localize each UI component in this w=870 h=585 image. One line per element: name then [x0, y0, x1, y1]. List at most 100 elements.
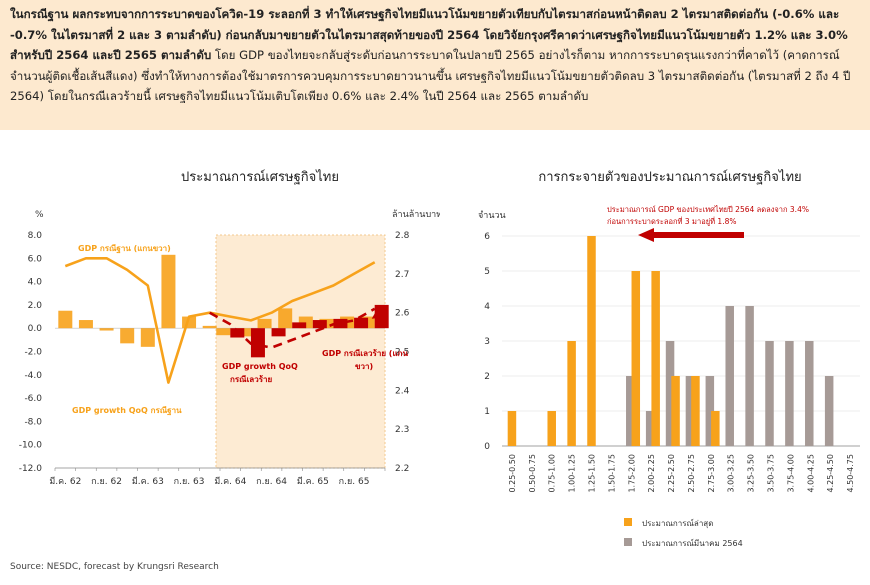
- category-label: 1.25-1.50: [588, 454, 597, 493]
- bar-march-forecast: [785, 341, 794, 446]
- summary-text: โดย GDP ของไทยจะกลับสู่ระดับก่อนการระบาด…: [10, 48, 851, 103]
- y-tick-label: 6: [484, 232, 490, 242]
- category-label: 4.00-4.25: [806, 454, 815, 493]
- bar-base-growth: [120, 328, 135, 344]
- bar-base-growth: [182, 316, 197, 329]
- annotation-arrow: [638, 228, 744, 242]
- bar-march-forecast: [665, 341, 675, 446]
- bar-base-growth: [257, 318, 272, 329]
- category-label: 0.50-0.75: [528, 454, 537, 493]
- bar-latest-forecast: [567, 341, 576, 446]
- annotation-base-growth: GDP growth QoQ กรณีฐาน: [72, 405, 182, 416]
- annotation-bad-growth-2: กรณีเลวร้าย: [230, 374, 272, 384]
- x-tick-label: ก.ย. 63: [174, 477, 205, 487]
- forecast-shade: [215, 234, 386, 469]
- bar-latest-forecast: [507, 411, 517, 446]
- category-label: 4.25-4.50: [826, 454, 835, 493]
- right-axis-unit: ล้านล้านบาท: [392, 209, 440, 220]
- bar-base-growth: [278, 308, 293, 329]
- category-label: 1.50-1.75: [607, 454, 616, 493]
- legend-swatch-march: [624, 538, 632, 546]
- left-y-tick-label: -6.0: [24, 394, 42, 404]
- left-y-tick-label: -10.0: [19, 441, 43, 451]
- bar-base-growth: [140, 328, 155, 347]
- legend-label-latest: ประมาณการณ์ล่าสุด: [642, 518, 713, 528]
- bar-latest-forecast: [547, 411, 556, 446]
- bar-bad-growth: [250, 328, 265, 358]
- category-label: 3.25-3.50: [747, 454, 756, 493]
- right-y-tick-label: 2.8: [395, 231, 410, 241]
- bar-bad-growth: [230, 328, 245, 338]
- bar-base-growth: [161, 254, 176, 329]
- bar-march-forecast: [745, 306, 754, 446]
- left-y-tick-label: -12.0: [19, 464, 43, 474]
- x-tick-label: มี.ค. 62: [49, 476, 81, 487]
- y-tick-label: 0: [484, 442, 490, 452]
- bar-base-growth: [58, 310, 73, 329]
- x-tick-label: ก.ย. 62: [91, 477, 122, 487]
- bar-march-forecast: [805, 341, 814, 446]
- bar-bad-growth: [271, 328, 286, 337]
- x-tick-label: มี.ค. 63: [132, 476, 164, 487]
- bar-latest-forecast: [631, 271, 641, 446]
- y-axis-label: จำนวน: [478, 210, 506, 221]
- legend-label-march: ประมาณการณ์มีนาคม 2564: [642, 538, 743, 548]
- bar-march-forecast: [685, 376, 695, 446]
- bar-latest-forecast: [587, 236, 596, 446]
- category-label: 1.00-1.25: [568, 454, 577, 493]
- right-chart: จำนวน 0 1 2 3 4 5 6 0.25-0.50 0.50-0.75 0.75-1.00 1…: [478, 205, 860, 548]
- line-bad-gdp: [209, 307, 376, 349]
- bar-march-forecast: [626, 376, 635, 446]
- left-y-tick-label: -4.0: [24, 371, 42, 381]
- bar-bad-growth: [292, 322, 307, 329]
- bar-base-growth: [78, 320, 93, 329]
- right-y-tick-label: 2.6: [395, 309, 410, 319]
- category-label: 3.00-3.25: [727, 454, 736, 493]
- right-y-tick-label: 2.4: [395, 386, 410, 396]
- annotation-base-gdp: GDP กรณีฐาน (แกนขวา): [78, 243, 171, 254]
- left-chart: % ล้านล้านบาท 8.0 6.0 4.0 2.0 0.0 -2.0 -4.0 -6.0 -…: [19, 209, 440, 487]
- left-y-tick-label: -2.0: [24, 348, 42, 358]
- summary-bold-text: ในกรณีฐาน ผลกระทบจากการระบาดของโควิด-19 …: [10, 7, 848, 62]
- bar-march-forecast: [645, 411, 655, 446]
- bar-base-growth: [216, 328, 231, 336]
- left-y-tick-label: 2.0: [28, 301, 43, 311]
- source-note: Source: NESDC, forecast by Krungsri Rese…: [10, 562, 219, 572]
- y-tick-label: 5: [484, 267, 490, 277]
- left-y-tick-label: 0.0: [28, 324, 43, 334]
- x-tick-label: ก.ย. 64: [256, 477, 287, 487]
- category-label: 2.50-2.75: [687, 454, 696, 493]
- category-label: 3.75-4.00: [786, 454, 795, 493]
- annotation-bad-growth-1: GDP growth QoQ: [222, 362, 298, 371]
- legend-swatch-latest: [624, 518, 632, 526]
- category-label: 2.00-2.25: [647, 454, 656, 493]
- right-y-tick-label: 2.3: [395, 425, 409, 435]
- annotation-line-1: ประมาณการณ์ GDP ของประเทศไทยปี 2564 ลดลง…: [607, 205, 809, 214]
- summary-box: ในกรณีฐาน ผลกระทบจากการระบาดของโควิด-19 …: [0, 0, 870, 130]
- left-y-tick-label: 8.0: [28, 231, 43, 241]
- bar-latest-forecast: [671, 376, 680, 446]
- category-label: 2.25-2.50: [667, 454, 676, 493]
- left-axis-unit: %: [35, 210, 44, 220]
- category-label: 3.50-3.75: [767, 454, 776, 493]
- right-y-tick-label: 2.2: [395, 464, 409, 474]
- right-chart-title: การกระจายตัวของประมาณการณ์เศรษฐกิจไทย: [538, 170, 802, 185]
- bar-latest-forecast: [651, 271, 660, 446]
- bad-gdp-arrowhead: [371, 306, 381, 319]
- bar-bad-growth: [354, 317, 369, 329]
- category-label: 2.75-3.00: [707, 454, 716, 493]
- bar-bad-growth: [333, 318, 348, 329]
- bar-base-growth: [202, 325, 217, 329]
- line-base-gdp: [64, 257, 376, 384]
- category-label: 0.25-0.50: [508, 454, 517, 493]
- bar-latest-forecast: [711, 411, 720, 446]
- x-tick-label: ก.ย. 65: [339, 477, 370, 487]
- y-tick-label: 1: [484, 407, 490, 417]
- bar-march-forecast: [765, 341, 774, 446]
- y-tick-label: 2: [484, 372, 490, 382]
- annotation-bad-gdp-1: GDP กรณีเลวร้าย (แกน: [322, 348, 408, 358]
- bar-march-forecast: [725, 306, 734, 446]
- x-tick-label: มี.ค. 64: [214, 476, 246, 487]
- left-y-tick-label: 4.0: [28, 278, 43, 288]
- category-label: 4.50-4.75: [846, 454, 855, 493]
